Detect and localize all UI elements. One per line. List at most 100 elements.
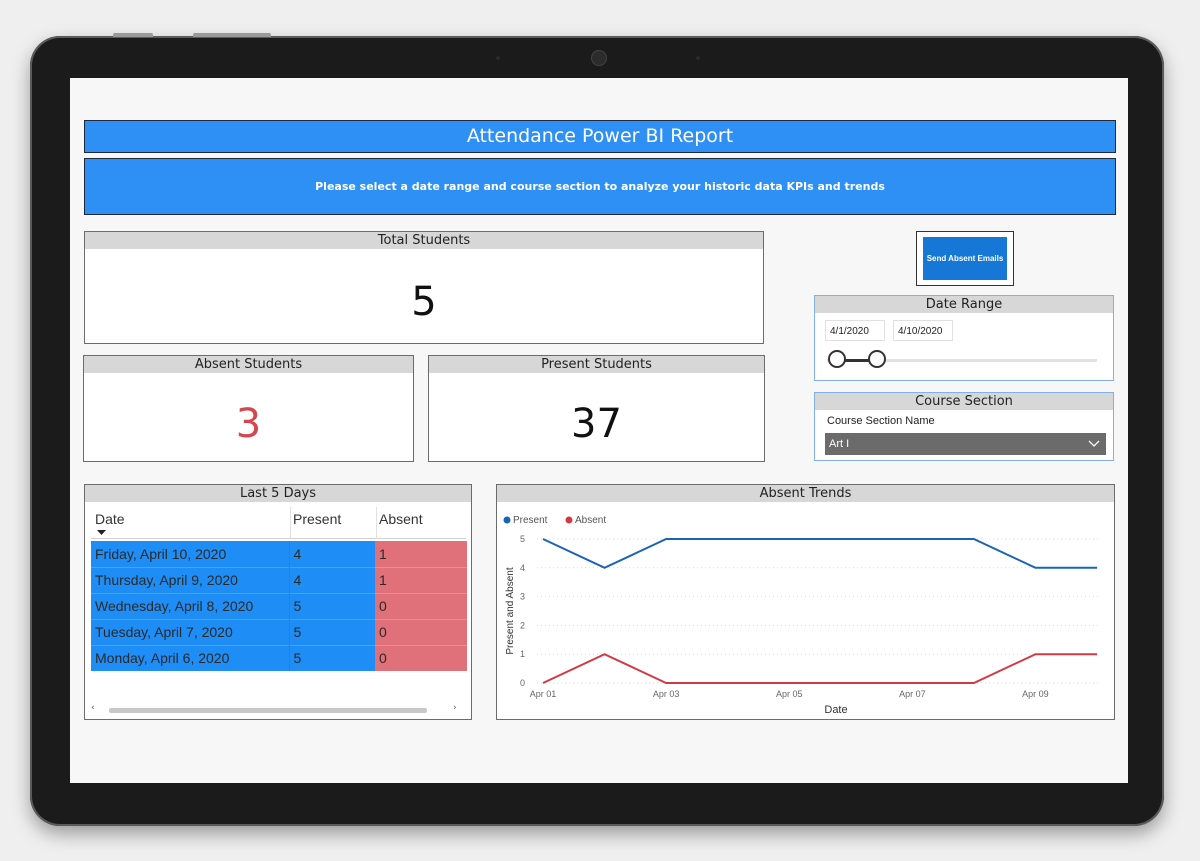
table-title: Last 5 Days: [85, 485, 471, 502]
data-point-present[interactable]: [1031, 564, 1039, 572]
dropdown-selected-value: Art I: [829, 438, 850, 450]
absent-trends-chart: 0 1 2 3 4 5 Apr 01 Apr 03 Apr 05 Apr 07 Apr 09 Date…: [503, 515, 1101, 716]
data-point-present[interactable]: [539, 535, 547, 543]
kpi-value: 37: [571, 401, 622, 447]
report-canvas: Attendance Power BI Report Please select…: [70, 78, 1128, 783]
cell-present: 4: [288, 541, 375, 567]
x-tick-label: Apr 03: [653, 689, 680, 699]
legend-marker: [565, 516, 573, 524]
y-tick-label: 5: [520, 534, 525, 544]
data-point-present[interactable]: [908, 535, 916, 543]
kpi-card-absent-students: Absent Students 3: [83, 355, 414, 462]
x-tick-label: Apr 09: [1022, 689, 1049, 699]
date-slider-track[interactable]: [827, 359, 1097, 362]
table-row[interactable]: Tuesday, April 7, 2020 5 0: [91, 618, 467, 645]
column-header-absent[interactable]: Absent: [379, 511, 423, 527]
legend-label-present[interactable]: Present: [513, 515, 548, 526]
data-point-absent[interactable]: [1031, 650, 1039, 658]
kpi-card-present-students: Present Students 37: [428, 355, 765, 462]
date-slider-start-handle[interactable]: [828, 350, 846, 368]
absent-trends-chart-card: Absent Trends 0 1 2 3 4 5 Apr 01 Apr 03 Apr 05 Ap…: [496, 484, 1115, 720]
front-camera: [591, 50, 607, 66]
start-date-input[interactable]: 4/1/2020: [825, 320, 885, 341]
y-tick-label: 0: [520, 678, 525, 688]
scroll-left-icon[interactable]: ‹: [91, 703, 95, 713]
data-point-absent[interactable]: [724, 679, 732, 687]
course-section-slicer: Course Section Course Section Name Art I: [814, 392, 1114, 461]
series-line-absent: [542, 653, 1097, 684]
data-point-absent[interactable]: [970, 679, 978, 687]
last-5-days-table: Friday, April 10, 2020 4 1 Thursday, April …: [91, 541, 467, 671]
data-point-present[interactable]: [662, 535, 670, 543]
data-point-absent[interactable]: [785, 679, 793, 687]
y-tick-label: 2: [520, 620, 525, 630]
data-point-present[interactable]: [785, 535, 793, 543]
scrollbar-thumb[interactable]: [109, 708, 427, 713]
header-divider: [91, 538, 466, 539]
y-tick-label: 4: [520, 563, 525, 573]
cell-present: 5: [288, 592, 375, 619]
cell-present: 5: [288, 644, 375, 671]
slicer-title: Course Section: [815, 393, 1113, 410]
front-sensor: [696, 56, 700, 60]
hardware-button: [193, 33, 271, 37]
date-slider-end-handle[interactable]: [868, 350, 886, 368]
cell-absent: 1: [375, 541, 467, 567]
end-date-input[interactable]: 4/10/2020: [893, 320, 953, 341]
kpi-title: Present Students: [429, 356, 764, 373]
x-tick-label: Apr 05: [776, 689, 803, 699]
cell-date: Thursday, April 9, 2020: [91, 566, 289, 593]
cell-absent: 0: [375, 592, 467, 619]
cell-absent: 1: [375, 566, 467, 593]
data-point-present[interactable]: [1093, 564, 1101, 572]
series-line-present: [542, 538, 1097, 569]
table-row[interactable]: Wednesday, April 8, 2020 5 0: [91, 592, 467, 619]
column-header-present[interactable]: Present: [293, 511, 342, 527]
x-axis-title: Date: [824, 704, 847, 716]
column-divider: [290, 507, 291, 539]
y-tick-label: 1: [520, 649, 525, 659]
date-range-slicer: Date Range 4/1/2020 4/10/2020: [814, 295, 1114, 381]
data-point-absent[interactable]: [539, 679, 547, 687]
horizontal-scrollbar[interactable]: ‹ ›: [91, 703, 465, 715]
table-row[interactable]: Monday, April 6, 2020 5 0: [91, 644, 467, 671]
cell-date: Wednesday, April 8, 2020: [91, 592, 289, 619]
data-point-present[interactable]: [847, 535, 855, 543]
scroll-right-icon[interactable]: ›: [453, 703, 457, 713]
data-point-absent[interactable]: [908, 679, 916, 687]
send-absent-emails-button[interactable]: Send Absent Emails: [923, 237, 1007, 280]
report-subtitle: Please select a date range and course se…: [84, 158, 1116, 215]
table-row[interactable]: Thursday, April 9, 2020 4 1: [91, 566, 467, 593]
hardware-button: [113, 33, 153, 37]
data-point-absent[interactable]: [601, 650, 609, 658]
kpi-value: 3: [235, 401, 262, 447]
course-section-dropdown[interactable]: Art I: [825, 433, 1106, 455]
chevron-down-icon: [1088, 440, 1100, 447]
data-point-present[interactable]: [970, 535, 978, 543]
column-header-date[interactable]: Date: [95, 511, 125, 527]
legend-label-absent[interactable]: Absent: [575, 515, 606, 526]
sort-descending-icon[interactable]: [97, 530, 107, 536]
data-point-present[interactable]: [601, 564, 609, 572]
slicer-title: Date Range: [815, 296, 1113, 313]
data-point-absent[interactable]: [1093, 650, 1101, 658]
data-point-absent[interactable]: [847, 679, 855, 687]
table-row[interactable]: Friday, April 10, 2020 4 1: [91, 541, 467, 567]
y-axis-title: Present and Absent: [505, 567, 516, 655]
x-tick-label: Apr 07: [899, 689, 926, 699]
cell-present: 4: [288, 566, 375, 593]
chart-title: Absent Trends: [497, 485, 1114, 502]
cell-absent: 0: [375, 618, 467, 645]
cell-date: Friday, April 10, 2020: [91, 541, 289, 567]
y-tick-label: 3: [520, 592, 525, 602]
date-slider-range: [837, 359, 877, 362]
cell-absent: 0: [375, 644, 467, 671]
last-5-days-table-card: Last 5 Days Date Present Absent Friday, …: [84, 484, 472, 720]
x-tick-label: Apr 01: [530, 689, 557, 699]
front-sensor: [496, 56, 500, 60]
cell-date: Monday, April 6, 2020: [91, 644, 289, 671]
kpi-value: 5: [411, 279, 437, 325]
kpi-title: Absent Students: [84, 356, 413, 373]
data-point-present[interactable]: [724, 535, 732, 543]
data-point-absent[interactable]: [662, 679, 670, 687]
